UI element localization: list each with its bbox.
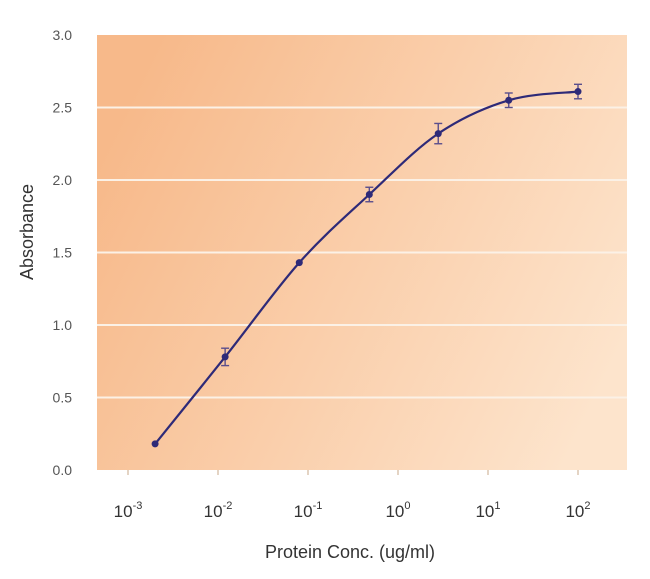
x-tick-label: 100 bbox=[385, 500, 410, 521]
x-tick-label: 102 bbox=[565, 500, 590, 521]
data-point bbox=[295, 259, 303, 267]
y-tick-label: 0.0 bbox=[53, 462, 73, 478]
y-tick-label: 0.5 bbox=[53, 390, 73, 406]
y-tick-label: 2.0 bbox=[53, 172, 73, 188]
y-tick-label: 2.5 bbox=[53, 100, 73, 116]
y-tick-label: 1.0 bbox=[53, 317, 73, 333]
y-tick-label: 1.5 bbox=[53, 245, 73, 261]
y-axis-label: Absorbance bbox=[17, 184, 37, 280]
x-tick-label: 10-3 bbox=[114, 500, 143, 521]
data-point bbox=[574, 88, 582, 96]
x-tick-label: 101 bbox=[475, 500, 500, 521]
x-axis-ticks: 10-3 10-2 10-1 100 101 102 bbox=[114, 470, 591, 521]
gridlines bbox=[97, 106, 627, 399]
data-point bbox=[365, 191, 373, 198]
y-axis-ticks: 0.0 0.5 1.0 1.5 2.0 2.5 3.0 bbox=[53, 27, 73, 478]
data-point bbox=[151, 440, 159, 448]
data-point bbox=[505, 96, 513, 104]
data-point bbox=[434, 130, 442, 138]
data-point bbox=[221, 353, 229, 361]
x-tick-label: 10-2 bbox=[204, 500, 233, 521]
x-tick-label: 10-1 bbox=[294, 500, 323, 521]
series-layer bbox=[151, 83, 582, 448]
x-axis-label: Protein Conc. (ug/ml) bbox=[265, 542, 435, 562]
y-tick-label: 3.0 bbox=[53, 27, 73, 43]
